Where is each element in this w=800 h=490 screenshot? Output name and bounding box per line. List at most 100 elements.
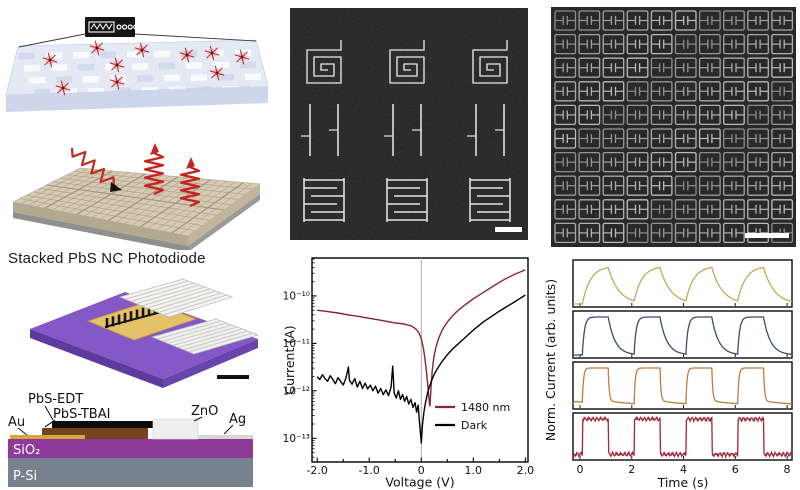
sem-capacitor-cell [771,199,794,220]
sem-capacitor-cell [578,222,601,244]
iv-xtick-3: 1.0 [465,464,483,477]
sem-cell-grid [554,10,794,244]
sem-capacitor-cell [602,128,625,149]
sem-capacitor-cell [554,199,577,220]
sem-capacitor-cell [602,222,625,244]
printed-emitter-burst-icon [109,57,125,73]
sem-capacitor-cell [674,81,697,102]
panel-emission-illustration [12,143,261,250]
sem-capacitor-cell [602,175,625,196]
iv-xtick-2: 0 [418,464,425,477]
sem-capacitor-cell [554,57,577,78]
sem-wire-with-tick [329,104,339,156]
iv-curves [316,269,526,444]
sem-capacitor-cell [554,33,577,55]
photodiode-title: Stacked PbS NC Photodiode [8,250,206,267]
sem-capacitor-cell [578,81,601,102]
sem-capacitor-cell [626,81,649,102]
sem-capacitor-cell [698,10,721,31]
time-xtick-0: 0 [577,463,584,476]
iv-ylabel: Current (A) [283,325,297,394]
chip-circuit-grid [19,168,253,235]
sem-wire-with-tick [301,104,311,156]
iv-curve-dark [316,294,526,444]
emitted-light-coil-icon [179,165,201,208]
iv-ytick-2: 10⁻¹² [283,385,310,397]
sem-capacitor-cell [650,10,673,31]
psi-layer [8,458,253,487]
sem-noise-texture [290,8,528,240]
label-au: Au [8,415,25,430]
projection-line-left [18,33,86,48]
sem-capacitor-cell [723,151,745,173]
sem-capacitor-cell [698,33,721,55]
iv-xtick-0: -2.0 [306,464,327,477]
leader-au [17,427,28,436]
sem-capacitor-cell [626,151,649,173]
sem-capacitor-cell [554,128,577,149]
sem-capacitor-cell [554,104,577,126]
sem-capacitor-cell [602,104,625,126]
sem-capacitor-cell [698,104,721,126]
printed-emitter-burst-icon [179,47,195,63]
sem-capacitor-cell [747,10,769,31]
iv-y-ticks [312,295,317,439]
sem-capacitor-cell [626,128,649,149]
sem-capacitor-cell [723,57,745,78]
sem-capacitor-cell [602,57,625,78]
sem-capacitor-cell [578,151,601,173]
zno-layer [152,418,199,440]
sem-interdigitated-comb [469,178,511,222]
panel-sem-printed-patterns [290,8,528,240]
sem-capacitor-cell [578,175,601,196]
sem-capacitor-cell [650,104,673,126]
time-ylabel: Norm. Current (arb. units) [545,279,558,441]
sem-capacitor-cell [578,33,601,55]
sem-capacitor-cell [626,175,649,196]
sem-square-spiral [472,40,508,84]
iv-x-ticks [316,457,526,462]
iv-ytick-1: 10⁻¹¹ [283,338,310,350]
legend-label-dark: Dark [461,419,488,432]
wafer-substrate-front [6,86,268,112]
emitted-arrowhead-icon [186,157,195,169]
sem-capacitor-cell [674,175,697,196]
chip-base-front [13,212,188,250]
sem-capacitor-cell [747,33,769,55]
printed-emitter-burst-icon [134,42,150,58]
sem-capacitor-cell [578,104,601,126]
sem-capacitor-cell [626,57,649,78]
sem-capacitor-cell [674,57,697,78]
time-xtick-4: 8 [784,463,791,476]
emitted-light-coil-icon [143,151,165,196]
trace-panel-2-frame [572,310,793,359]
sem-capacitor-cell [771,175,794,196]
panel-time-traces: 0 2 4 6 8 Time (s) Norm. Current (arb. u… [545,259,793,490]
printed-emitter-burst-icon [234,49,250,65]
purple-substrate-right-face [163,339,258,388]
printed-emitter-burst-icon [204,45,220,61]
sem-pattern-group [301,40,511,222]
sem-capacitor-cell [650,81,673,102]
sem-capacitor-cell [578,199,601,220]
chip-front-face [13,202,188,246]
sem-capacitor-cell [723,81,745,102]
label-pbs-tbai: PbS-TBAI [53,407,110,422]
sem-capacitor-cell [771,10,794,31]
label-ag: Ag [229,412,246,427]
sem-capacitor-cell [723,199,745,220]
sem-capacitor-cell [771,104,794,126]
trace-curves [572,266,793,460]
time-xtick-2: 4 [680,463,687,476]
white-grating-pad-upper [118,278,234,318]
sem-capacitor-cell [554,222,577,244]
printhead-zigzag-icon [90,23,113,30]
printed-emitter-burst-icon [55,80,71,96]
iv-curve-1480nm [317,269,526,407]
sem-capacitor-cell [698,81,721,102]
label-pbs-edt: PbS-EDT [28,392,83,407]
sem-capacitor-cell [650,57,673,78]
sem-capacitor-cell [602,33,625,55]
light-wave-arrows [70,143,201,208]
sem-square-spiral [306,40,342,84]
